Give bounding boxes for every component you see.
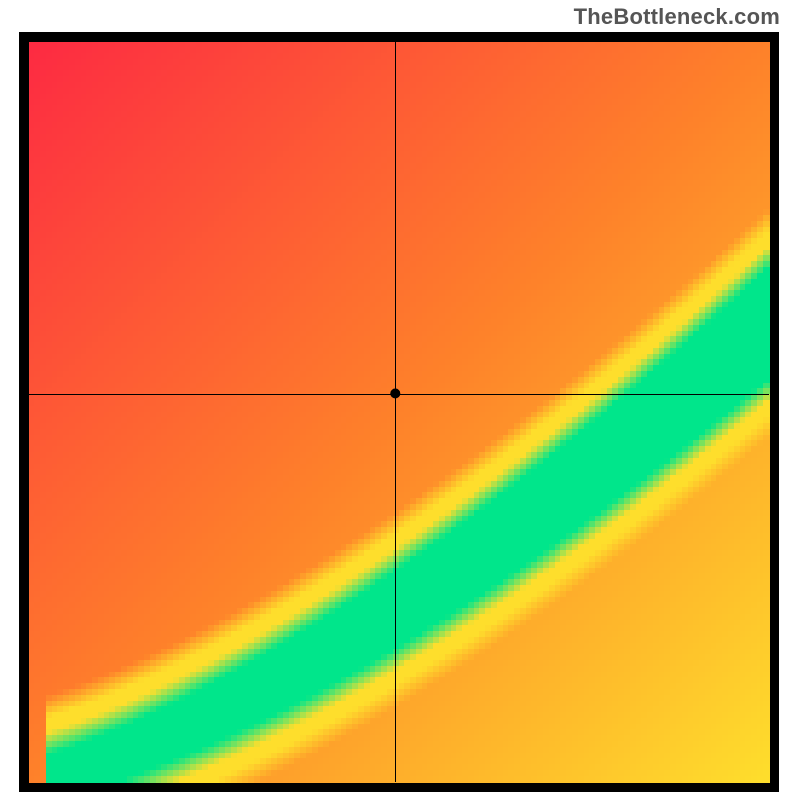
container: TheBottleneck.com	[0, 0, 800, 800]
heatmap-chart	[19, 32, 779, 792]
watermark-text: TheBottleneck.com	[574, 4, 780, 30]
heatmap-canvas	[19, 32, 779, 792]
